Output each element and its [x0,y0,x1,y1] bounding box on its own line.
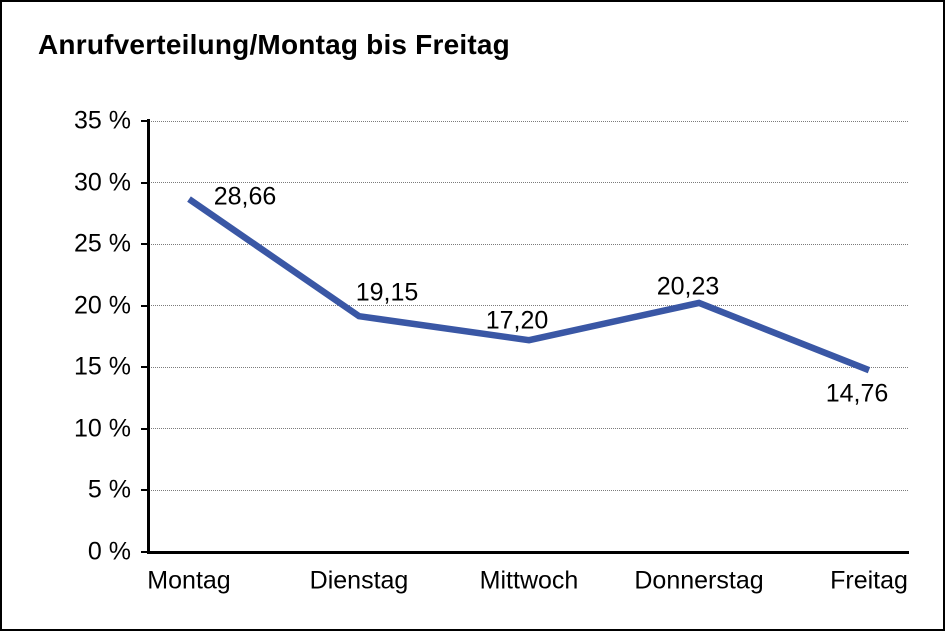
data-point-label: 14,76 [825,379,889,408]
x-tick-label: Montag [147,566,231,595]
data-point-label: 17,20 [485,306,549,335]
x-tick-label: Donnerstag [634,566,764,595]
y-tick-label: 25 % [74,229,131,258]
y-axis-tick [140,304,147,307]
y-tick-label: 30 % [74,168,131,197]
y-gridline [147,182,908,184]
y-gridline [147,489,908,491]
y-gridline [147,120,908,122]
y-gridline [147,428,908,430]
y-tick-label: 35 % [74,106,131,135]
x-tick-label: Freitag [830,566,908,595]
x-axis [147,551,909,554]
data-point-label: 20,23 [656,272,720,301]
y-axis [147,119,150,554]
data-point-label: 19,15 [355,278,419,307]
y-axis-tick [140,551,147,553]
y-tick-label: 15 % [74,352,131,381]
chart-title: Anrufverteilung/Montag bis Freitag [38,29,510,60]
y-gridline [147,366,908,368]
series-line [187,196,871,374]
y-axis-tick [140,181,147,184]
x-tick-label: Mittwoch [479,566,579,595]
data-point-label: 28,66 [213,182,277,211]
y-axis-tick [140,489,147,492]
y-axis-tick [140,366,147,369]
x-tick-label: Dienstag [309,566,409,595]
y-tick-label: 0 % [87,537,131,566]
y-tick-label: 10 % [74,414,131,443]
y-tick-label: 5 % [87,476,131,505]
y-axis-tick [140,427,147,430]
y-gridline [147,243,908,245]
y-axis-tick [140,243,147,246]
y-axis-tick [140,120,147,122]
y-tick-label: 20 % [74,291,131,320]
